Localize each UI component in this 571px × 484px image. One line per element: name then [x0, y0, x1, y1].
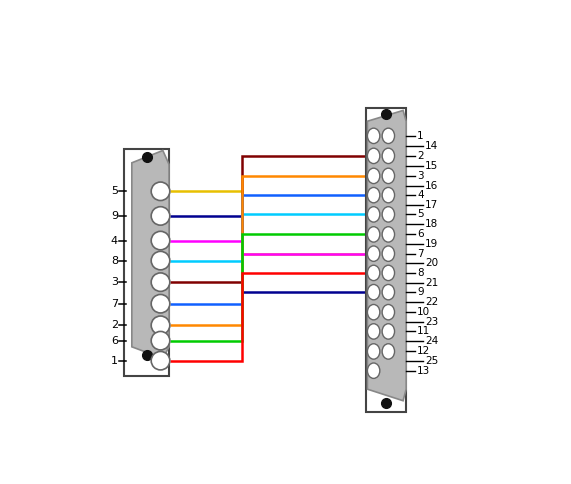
- Text: 3: 3: [111, 277, 118, 287]
- Text: 18: 18: [425, 219, 438, 229]
- Ellipse shape: [382, 265, 395, 281]
- Text: 8: 8: [111, 256, 118, 266]
- Ellipse shape: [382, 207, 395, 222]
- Text: 10: 10: [417, 307, 430, 317]
- Ellipse shape: [367, 363, 380, 378]
- Ellipse shape: [367, 128, 380, 144]
- Ellipse shape: [382, 128, 395, 144]
- Ellipse shape: [367, 187, 380, 203]
- Text: 5: 5: [111, 186, 118, 197]
- Circle shape: [151, 251, 170, 270]
- Ellipse shape: [367, 246, 380, 261]
- Ellipse shape: [367, 148, 380, 164]
- Circle shape: [151, 273, 170, 291]
- Text: 6: 6: [111, 336, 118, 346]
- Ellipse shape: [367, 227, 380, 242]
- Text: 17: 17: [425, 200, 438, 210]
- Text: 2: 2: [417, 151, 424, 161]
- Text: 6: 6: [417, 229, 424, 240]
- Circle shape: [151, 332, 170, 350]
- Text: 8: 8: [417, 268, 424, 278]
- Text: 22: 22: [425, 297, 438, 307]
- Ellipse shape: [382, 324, 395, 339]
- Circle shape: [151, 231, 170, 250]
- Ellipse shape: [382, 344, 395, 359]
- Ellipse shape: [367, 285, 380, 300]
- Text: 1: 1: [111, 356, 118, 366]
- Text: 9: 9: [111, 211, 118, 221]
- Circle shape: [151, 351, 170, 370]
- Circle shape: [151, 316, 170, 334]
- Text: 3: 3: [417, 171, 424, 181]
- Ellipse shape: [367, 265, 380, 281]
- Ellipse shape: [367, 304, 380, 320]
- Ellipse shape: [382, 168, 395, 183]
- Text: 16: 16: [425, 181, 438, 191]
- Ellipse shape: [382, 246, 395, 261]
- Circle shape: [151, 207, 170, 225]
- Text: 19: 19: [425, 239, 438, 249]
- Text: 9: 9: [417, 287, 424, 297]
- Polygon shape: [132, 151, 169, 358]
- Text: 4: 4: [417, 190, 424, 200]
- Text: 11: 11: [417, 326, 431, 336]
- Ellipse shape: [382, 285, 395, 300]
- Polygon shape: [367, 110, 406, 401]
- Ellipse shape: [367, 344, 380, 359]
- Text: 23: 23: [425, 317, 438, 327]
- Text: 25: 25: [425, 356, 438, 366]
- Ellipse shape: [382, 148, 395, 164]
- Circle shape: [151, 182, 170, 200]
- Ellipse shape: [382, 304, 395, 320]
- Text: 14: 14: [425, 141, 438, 151]
- Text: 7: 7: [417, 249, 424, 258]
- Text: 12: 12: [417, 347, 431, 356]
- Text: 2: 2: [111, 320, 118, 330]
- Text: 4: 4: [111, 236, 118, 245]
- Text: 13: 13: [417, 366, 431, 376]
- Text: 21: 21: [425, 277, 438, 287]
- Text: 24: 24: [425, 336, 438, 347]
- Text: 15: 15: [425, 161, 438, 171]
- Text: 20: 20: [425, 258, 438, 268]
- Circle shape: [151, 294, 170, 313]
- Ellipse shape: [367, 324, 380, 339]
- Text: 1: 1: [417, 131, 424, 141]
- Ellipse shape: [382, 187, 395, 203]
- Ellipse shape: [382, 227, 395, 242]
- Text: 5: 5: [417, 210, 424, 219]
- Text: 7: 7: [111, 299, 118, 309]
- Bar: [366, 108, 406, 412]
- Ellipse shape: [367, 207, 380, 222]
- Bar: [124, 149, 169, 376]
- Ellipse shape: [367, 168, 380, 183]
